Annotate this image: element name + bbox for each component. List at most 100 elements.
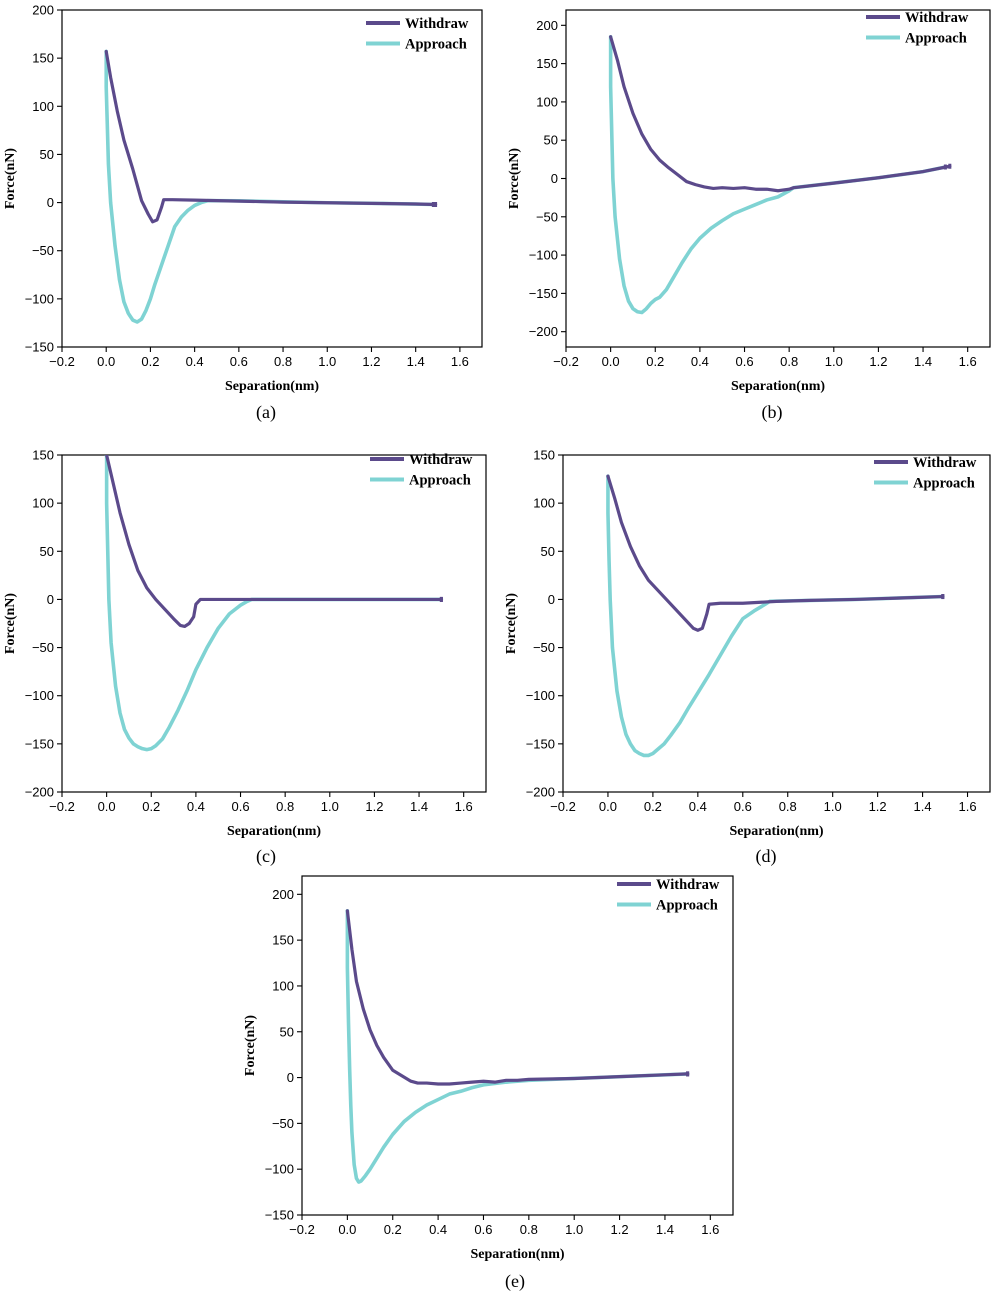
y-tick-label: −100	[526, 688, 555, 703]
series-end-marker	[948, 163, 952, 169]
plot-frame	[562, 454, 991, 793]
x-tick-label: 0.0	[338, 1222, 356, 1237]
legend-withdraw-label: Withdraw	[905, 10, 969, 26]
x-tick-label: −0.2	[553, 354, 579, 369]
series-withdraw-line	[609, 35, 952, 193]
x-tick-label: 0.2	[646, 354, 664, 369]
x-tick-label: 0.2	[644, 799, 662, 814]
y-tick-label: 100	[32, 496, 54, 511]
legend-approach-label: Approach	[405, 37, 467, 53]
x-tick-label: 1.6	[959, 354, 977, 369]
series-approach-line	[104, 49, 436, 324]
y-tick-label: −100	[25, 688, 54, 703]
y-tick-label: 150	[272, 933, 294, 948]
x-tick-label: 1.6	[451, 354, 469, 369]
x-tick-label: −0.2	[49, 354, 75, 369]
x-tick-label: 0.6	[734, 799, 752, 814]
y-tick-label: 50	[40, 544, 54, 559]
x-tick-label: 0.0	[98, 799, 116, 814]
plot-frame	[301, 875, 734, 1216]
chart-panel-a: −0.2 0.0 0.2 0.4 0.6 0.8 1.0 1.2 1.4 1.6 −150 −100 −…	[3, 3, 483, 423]
x-tick-label: 1.4	[407, 354, 425, 369]
series-end-marker	[941, 594, 945, 600]
y-tick-label: 150	[32, 51, 54, 66]
plot-frame	[61, 454, 487, 793]
x-tick-label: 1.2	[362, 354, 380, 369]
series-withdraw-line	[104, 49, 438, 224]
series-approach-line	[345, 909, 690, 1184]
y-tick-label: −200	[526, 785, 555, 800]
y-tick-label: −200	[25, 785, 54, 800]
x-axis-title: Separation(nm)	[731, 379, 825, 394]
y-tick-label: 150	[536, 56, 558, 71]
panel-label: (a)	[256, 402, 276, 423]
x-tick-label: 1.6	[455, 799, 473, 814]
legend-approach-label: Approach	[656, 898, 718, 914]
x-tick-label: 1.4	[914, 354, 932, 369]
series-withdraw-line	[606, 474, 945, 632]
x-tick-label: 0.6	[735, 354, 753, 369]
y-tick-label: −150	[25, 340, 54, 355]
y-tick-label: −100	[265, 1162, 294, 1177]
y-axis-title: Force(nN)	[243, 1015, 258, 1076]
x-axis-title: Separation(nm)	[227, 824, 321, 839]
x-tick-label: 1.4	[656, 1222, 674, 1237]
legend-approach-label: Approach	[913, 476, 975, 492]
x-tick-label: 0.2	[142, 799, 160, 814]
series-end-marker	[434, 201, 438, 207]
y-axis-title: Force(nN)	[3, 148, 18, 209]
x-tick-label: −0.2	[49, 799, 75, 814]
x-tick-label: 1.2	[869, 354, 887, 369]
series-approach-line	[608, 35, 948, 315]
y-tick-label: −150	[526, 736, 555, 751]
x-tick-label: 1.4	[914, 799, 932, 814]
x-tick-label: −0.2	[289, 1222, 315, 1237]
y-tick-label: 50	[544, 133, 558, 148]
x-tick-label: 0.2	[384, 1222, 402, 1237]
y-axis-title: Force(nN)	[507, 148, 522, 209]
legend-withdraw-label: Withdraw	[405, 16, 469, 32]
legend-withdraw-label: Withdraw	[913, 455, 977, 471]
x-tick-label: 0.8	[520, 1222, 538, 1237]
y-tick-label: −50	[32, 640, 54, 655]
x-tick-label: 1.2	[365, 799, 383, 814]
x-tick-label: 0.8	[276, 799, 294, 814]
legend-approach-label: Approach	[409, 473, 471, 489]
legend-withdraw-label: Withdraw	[656, 877, 720, 893]
x-tick-label: 1.2	[869, 799, 887, 814]
y-tick-label: −50	[32, 243, 54, 258]
y-tick-label: −150	[529, 286, 558, 301]
y-tick-label: 200	[32, 3, 54, 18]
y-tick-label: 150	[533, 448, 555, 463]
x-tick-label: 0.4	[689, 799, 707, 814]
chart-panel-e: −0.2 0.0 0.2 0.4 0.6 0.8 1.0 1.2 1.4 1.6 −150 −100 −…	[243, 875, 734, 1292]
series-withdraw-line	[345, 909, 690, 1086]
x-axis-title: Separation(nm)	[225, 379, 319, 394]
panel-label: (d)	[756, 846, 777, 867]
chart-panel-b: −0.2 0.0 0.2 0.4 0.6 0.8 1.0 1.2 1.4 1.6 −200 −150 −…	[507, 9, 991, 423]
plot-frame	[565, 9, 991, 348]
x-axis-title: Separation(nm)	[470, 1247, 564, 1262]
y-axis-title: Force(nN)	[3, 593, 18, 654]
chart-panel-c: −0.2 0.0 0.2 0.4 0.6 0.8 1.0 1.2 1.4 1.6 −200 −150 −…	[3, 448, 487, 867]
y-tick-label: 200	[536, 18, 558, 33]
y-tick-label: −100	[25, 291, 54, 306]
x-tick-label: 1.0	[825, 354, 843, 369]
x-tick-label: 1.0	[824, 799, 842, 814]
x-tick-label: 1.6	[958, 799, 976, 814]
y-tick-label: −50	[272, 1116, 294, 1131]
legend-withdraw-label: Withdraw	[409, 452, 473, 468]
x-tick-label: 1.2	[611, 1222, 629, 1237]
y-tick-label: 50	[40, 147, 54, 162]
x-tick-label: 1.0	[565, 1222, 583, 1237]
x-tick-label: 0.6	[474, 1222, 492, 1237]
y-tick-label: −50	[533, 640, 555, 655]
y-tick-label: 100	[533, 496, 555, 511]
x-tick-label: 1.0	[318, 354, 336, 369]
x-tick-label: 0.8	[274, 354, 292, 369]
x-tick-label: 0.4	[691, 354, 709, 369]
series-end-marker	[439, 596, 443, 602]
y-tick-label: 50	[541, 544, 555, 559]
x-axis-title: Separation(nm)	[729, 824, 823, 839]
